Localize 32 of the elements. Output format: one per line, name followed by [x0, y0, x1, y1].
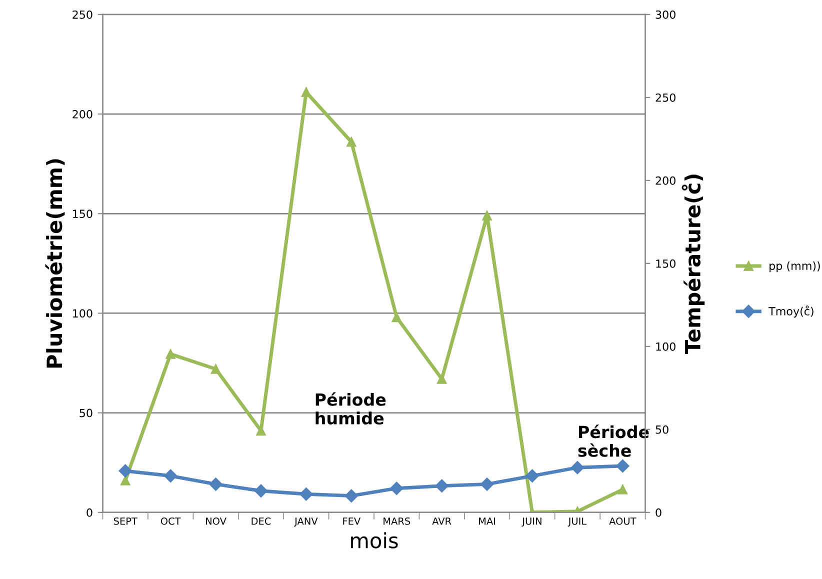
x-tick-label: JUIN: [522, 518, 542, 527]
y2-tick-label: 100: [656, 342, 676, 351]
y-tick-label: 150: [73, 210, 92, 218]
annotation: Période humide: [316, 392, 386, 425]
y2-tick-label: 150: [656, 259, 676, 268]
x-tick-label: JUIL: [568, 518, 587, 527]
x-tick-label: MAI: [479, 518, 496, 525]
x-tick-label: JANV: [294, 518, 318, 527]
y-axis-title: Pluviométrie(mm): [45, 159, 65, 368]
y-tick-label: 200: [72, 110, 92, 118]
y2-tick-label: 50: [656, 425, 668, 434]
x-tick-label: AOUT: [609, 517, 636, 525]
annotation: Période sèche: [578, 424, 649, 457]
x-tick-label: DEC: [252, 517, 271, 525]
x-tick-label: OCT: [160, 517, 181, 525]
legend-label: pp (mm)): [770, 261, 820, 272]
x-axis-title: mois: [351, 532, 398, 548]
y2-tick-label: 0: [656, 508, 662, 517]
y2-tick-label: 250: [656, 93, 676, 102]
y-tick-label: 100: [73, 309, 92, 318]
x-tick-label: SEPT: [114, 517, 138, 525]
y-tick-label: 50: [80, 408, 92, 418]
y2-tick-label: 200: [656, 176, 676, 185]
x-tick-label: AVR: [432, 518, 452, 525]
y-tick-label: 250: [72, 10, 92, 19]
y2-tick-label: 300: [656, 10, 676, 19]
x-tick-label: MARS: [384, 517, 410, 525]
y-tick-label: 0: [86, 508, 92, 517]
x-tick-label: FEV: [343, 518, 361, 525]
legend-label: Tmoy(c̊): [768, 306, 814, 318]
x-tick-label: NOV: [206, 517, 226, 525]
y2-axis-title: Température(c̊): [682, 174, 705, 354]
